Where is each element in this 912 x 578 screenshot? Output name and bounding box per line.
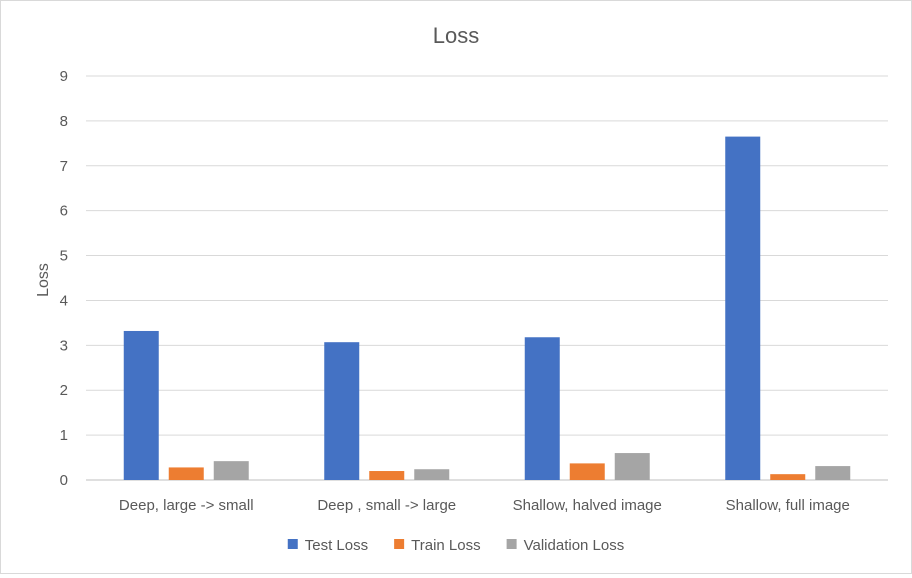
bar-test-loss (324, 342, 360, 480)
y-tick-label: 3 (60, 337, 68, 354)
x-category-label: Deep, large -> small (119, 497, 254, 514)
legend-swatch (287, 539, 298, 549)
y-tick-label: 5 (60, 248, 68, 265)
bar-validation-loss (213, 461, 249, 480)
bar-test-loss (725, 136, 761, 480)
bar-validation-loss (414, 469, 450, 480)
legend-swatch (394, 539, 405, 549)
y-tick-label: 9 (60, 68, 68, 85)
y-axis-label: Loss (35, 263, 52, 297)
bar-test-loss (524, 337, 560, 480)
x-category-label: Shallow, full image (726, 497, 850, 514)
bar-train-loss (168, 467, 204, 480)
y-tick-label: 8 (60, 113, 68, 130)
bar-validation-loss (614, 453, 650, 480)
legend-swatch (506, 539, 517, 549)
bar-validation-loss (815, 466, 851, 480)
bar-train-loss (770, 474, 806, 480)
legend-label: Validation Loss (524, 537, 625, 554)
gridlines (86, 75, 888, 481)
bar-train-loss (569, 463, 605, 480)
bar-test-loss (123, 330, 159, 480)
y-tick-label: 2 (60, 382, 68, 399)
y-tick-label: 6 (60, 203, 68, 220)
bars (123, 136, 851, 480)
y-tick-label: 0 (60, 472, 68, 489)
legend: Test Loss Train Loss Validation Loss (287, 537, 625, 554)
y-axis-ticks: 0 1 2 3 4 5 6 7 8 9 (60, 68, 68, 489)
x-category-label: Deep , small -> large (317, 497, 456, 514)
x-axis-categories: Deep, large -> small Deep , small -> larg… (119, 497, 850, 514)
y-tick-label: 4 (60, 292, 68, 309)
legend-label: Train Loss (411, 537, 480, 554)
bar-train-loss (369, 471, 405, 480)
legend-label: Test Loss (305, 537, 368, 554)
x-category-label: Shallow, halved image (513, 497, 662, 514)
y-tick-label: 1 (60, 427, 68, 444)
chart-title: Loss (433, 23, 479, 48)
y-tick-label: 7 (60, 158, 68, 175)
